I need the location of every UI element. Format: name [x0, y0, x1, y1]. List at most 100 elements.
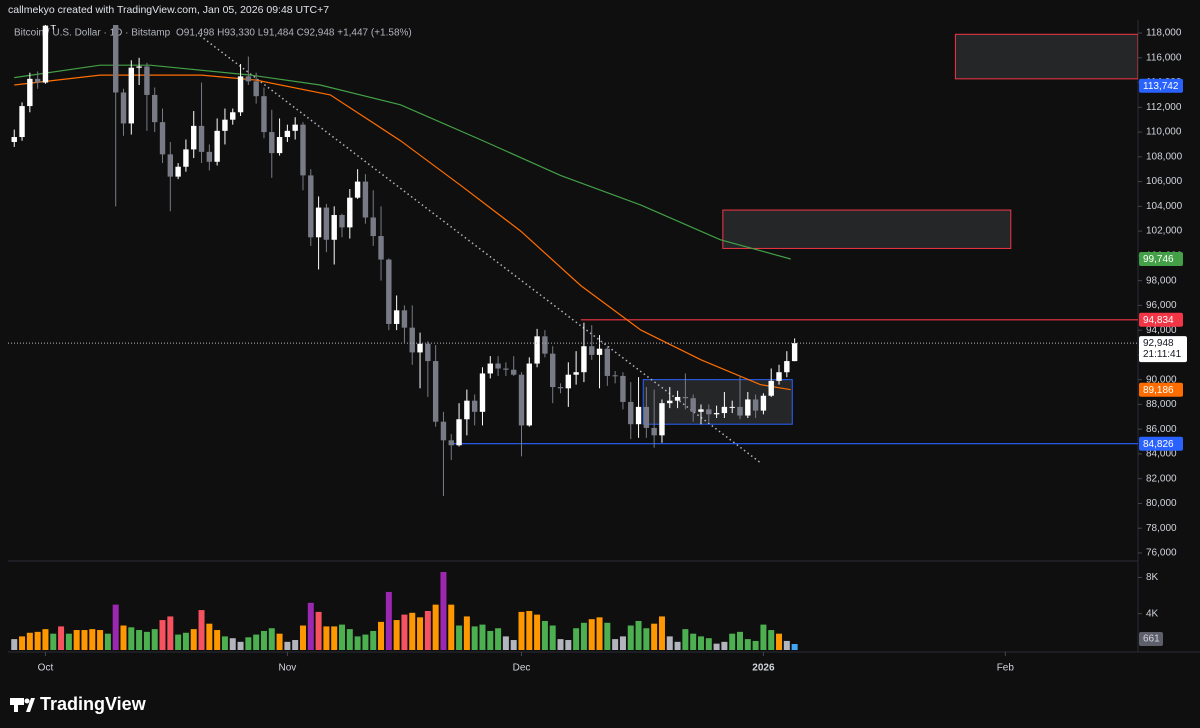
- volume-bar: [143, 631, 150, 650]
- x-tick-label: Nov: [278, 663, 296, 674]
- candle-body: [167, 154, 174, 177]
- price-badge: [1139, 78, 1183, 93]
- y-tick-label: 118,000: [1146, 28, 1182, 39]
- volume-bar: [643, 628, 650, 650]
- footer-brand: TradingView: [40, 694, 147, 714]
- candle-body: [682, 396, 689, 399]
- volume-bar: [393, 620, 400, 650]
- candle-body: [690, 398, 696, 412]
- price-badge: [1139, 382, 1183, 397]
- volume-bar: [705, 638, 712, 650]
- candle-body: [191, 125, 197, 150]
- volume-bar: [612, 639, 619, 650]
- volume-bar: [73, 630, 80, 650]
- candle-body: [791, 343, 798, 362]
- candle-body: [487, 363, 493, 374]
- y-tick-label: 112,000: [1146, 102, 1182, 113]
- y-tick-label: 116,000: [1146, 52, 1182, 63]
- watermark: callmekyo created with TradingView.com, …: [8, 4, 329, 16]
- volume-bar: [424, 610, 431, 650]
- volume-bar: [214, 630, 221, 650]
- candle-body: [784, 361, 790, 373]
- symbol-legend: Bitcoin / U.S. Dollar · 1D · Bitstamp: [14, 28, 171, 39]
- volume-bar: [417, 617, 424, 650]
- candle-body: [11, 137, 17, 142]
- candle-body: [331, 215, 337, 240]
- volume-bar: [541, 620, 548, 650]
- candle-body: [518, 374, 525, 426]
- volume-bar: [253, 634, 260, 650]
- candle-body: [50, 25, 56, 26]
- volume-bar: [619, 636, 626, 650]
- volume-bar: [682, 629, 689, 650]
- candle-body: [222, 119, 228, 131]
- candle-body: [245, 76, 252, 82]
- candle-body: [112, 25, 119, 93]
- volume-bar: [534, 614, 541, 650]
- volume-bar: [284, 641, 291, 650]
- volume-bar: [385, 591, 392, 650]
- volume-bar: [463, 616, 470, 650]
- volume-bar: [11, 639, 18, 650]
- ohlc-legend: O91,498 H93,330 L91,484 C92,948 +1,447 (…: [176, 28, 412, 39]
- volume-pane: [11, 571, 798, 650]
- candle-body: [308, 175, 314, 238]
- y-tick-label: 102,000: [1146, 226, 1183, 237]
- candle-body: [261, 96, 267, 133]
- volume-bar: [362, 634, 369, 650]
- volume-bar: [339, 624, 346, 650]
- candle-body: [651, 427, 657, 436]
- candle-body: [144, 66, 150, 95]
- volume-bar: [89, 629, 96, 650]
- candle-body: [175, 166, 181, 177]
- volume-bar: [666, 636, 673, 650]
- volume-bar: [627, 625, 634, 650]
- y-tick-label: 76,000: [1146, 548, 1177, 559]
- tv-logo: [10, 698, 35, 712]
- candle-body: [253, 81, 259, 97]
- candle-body: [198, 125, 205, 152]
- countdown: 21:11:41: [1143, 349, 1182, 360]
- volume-bar: [370, 630, 377, 650]
- x-tick-label: 2026: [752, 663, 775, 674]
- volume-bar: [580, 622, 587, 650]
- y-tick-label: 96,000: [1146, 300, 1177, 311]
- y-tick-label: 108,000: [1146, 151, 1183, 162]
- volume-bar: [432, 604, 439, 650]
- volume-bar: [167, 616, 174, 650]
- candle-body: [425, 343, 431, 362]
- candle-body: [409, 327, 415, 353]
- volume-bar: [346, 629, 353, 650]
- y-tick-label: 98,000: [1146, 275, 1177, 286]
- y-tick-label: 78,000: [1146, 523, 1177, 534]
- volume-bar: [378, 621, 385, 650]
- candle-body: [510, 369, 517, 375]
- candle-body: [354, 181, 361, 198]
- candle-body: [27, 78, 33, 107]
- candle-body: [752, 399, 759, 411]
- candle-body: [214, 130, 220, 162]
- candle-body: [760, 395, 767, 411]
- candle-body: [401, 310, 408, 328]
- volume-bar: [229, 638, 236, 650]
- candle-body: [706, 409, 712, 415]
- volume-bar: [128, 627, 135, 650]
- volume-bar: [776, 633, 783, 650]
- volume-bar: [42, 629, 49, 650]
- volume-bar: [299, 625, 306, 650]
- last-price-badge: [1139, 336, 1187, 363]
- volume-bar: [198, 610, 205, 650]
- volume-bar: [729, 633, 736, 650]
- volume-bar: [136, 630, 143, 650]
- volume-bar: [81, 630, 88, 650]
- x-tick-label: Dec: [513, 663, 531, 674]
- price-badge-label: 94,834: [1143, 315, 1174, 326]
- moving-average: [14, 74, 791, 391]
- candle-body: [323, 207, 330, 240]
- volume-bar: [190, 629, 197, 650]
- volume-bar: [697, 636, 704, 650]
- volume-bar: [182, 632, 189, 650]
- volume-bar: [487, 630, 494, 650]
- candle-body: [183, 149, 189, 167]
- volume-bar: [276, 633, 283, 650]
